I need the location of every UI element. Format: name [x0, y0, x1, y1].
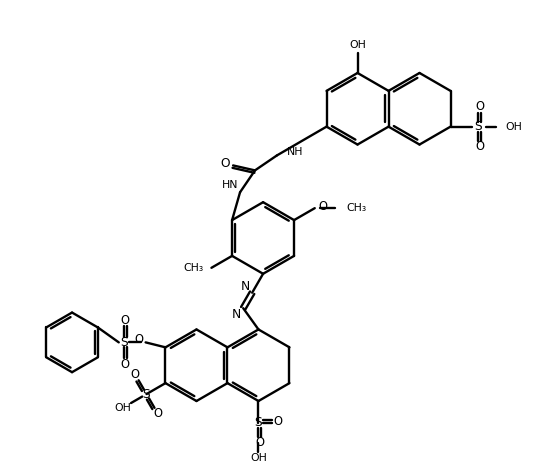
Text: S: S: [255, 416, 262, 430]
Text: O: O: [121, 314, 130, 327]
Text: O: O: [153, 407, 162, 421]
Text: O: O: [131, 368, 140, 381]
Text: OH: OH: [505, 122, 522, 132]
Text: O: O: [220, 157, 230, 170]
Text: O: O: [255, 436, 265, 449]
Text: NH: NH: [287, 146, 303, 157]
Text: CH₃: CH₃: [346, 203, 366, 213]
Text: O: O: [121, 358, 130, 371]
Text: O: O: [475, 100, 484, 113]
Text: OH: OH: [114, 403, 131, 413]
Text: S: S: [474, 120, 482, 133]
Text: O: O: [475, 140, 484, 153]
Text: N: N: [232, 308, 241, 320]
Text: N: N: [241, 280, 250, 293]
Text: OH: OH: [349, 40, 366, 50]
Text: O: O: [274, 415, 283, 428]
Text: OH: OH: [250, 453, 267, 463]
Text: O: O: [134, 333, 143, 346]
Text: O: O: [318, 200, 327, 213]
Text: S: S: [120, 336, 127, 349]
Text: HN: HN: [221, 180, 238, 190]
Text: S: S: [143, 388, 150, 401]
Text: CH₃: CH₃: [183, 263, 203, 273]
